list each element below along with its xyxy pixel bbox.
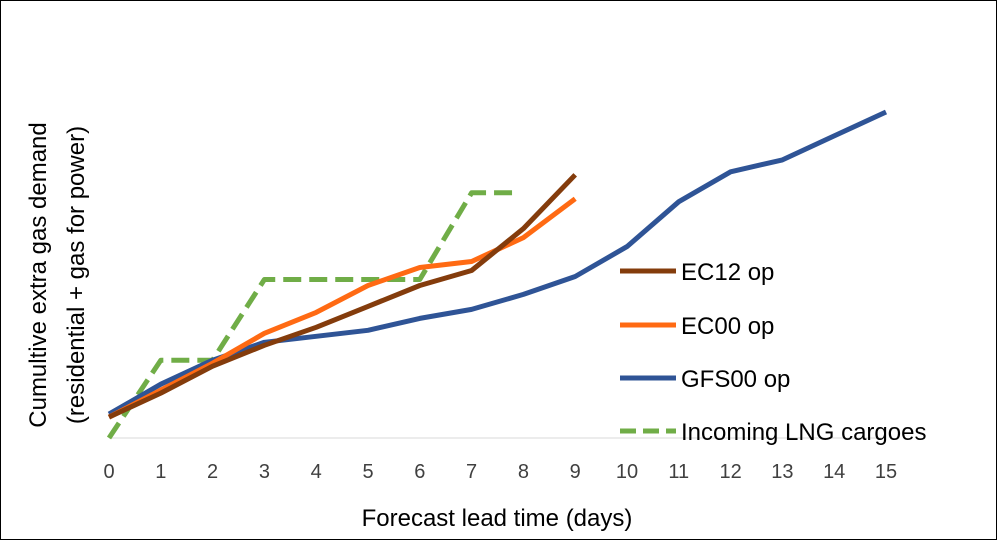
x-tick-label: 8	[518, 461, 529, 483]
x-tick-label: 7	[466, 461, 477, 483]
plot-area: 0 1 2 3 4 5 6 7 8 9 10 11 12 13 14 15	[103, 109, 897, 483]
x-tick-label: 1	[155, 461, 166, 483]
series-line-incoming-lng-cargoes	[106, 190, 513, 440]
legend-label: EC00 op	[681, 313, 774, 340]
x-tick-label: 2	[207, 461, 218, 483]
series-lines	[106, 109, 888, 440]
x-tick-label: 10	[616, 461, 638, 483]
x-tick-label: 5	[362, 461, 373, 483]
x-tick-label: 9	[570, 461, 581, 483]
series-line-gfs00-op	[107, 109, 888, 417]
y-axis-title-line-2: (residential + gas for power)	[63, 126, 90, 424]
x-tick-label: 0	[103, 461, 114, 483]
legend-label: Incoming LNG cargoes	[681, 419, 926, 446]
x-tick-label: 3	[259, 461, 270, 483]
series-line-ec12-op	[107, 173, 578, 420]
legend-label: GFS00 op	[681, 366, 790, 393]
y-axis-title-line-1: Cumultive extra gas demand	[25, 122, 52, 427]
legend-label: EC12 op	[681, 259, 774, 286]
x-axis-ticks: 0 1 2 3 4 5 6 7 8 9 10 11 12 13 14 15	[103, 461, 897, 483]
x-tick-label: 12	[719, 461, 741, 483]
legend: EC12 op EC00 op GFS00 op Incoming LNG cargo…	[620, 259, 926, 446]
x-tick-label: 6	[414, 461, 425, 483]
x-tick-label: 13	[771, 461, 793, 483]
y-axis-title: Cumultive extra gas demand (residential …	[25, 122, 90, 427]
x-axis-title: Forecast lead time (days)	[362, 505, 633, 532]
x-tick-label: 14	[823, 461, 845, 483]
x-tick-label: 15	[875, 461, 897, 483]
x-tick-label: 4	[311, 461, 322, 483]
x-tick-label: 11	[668, 461, 689, 483]
